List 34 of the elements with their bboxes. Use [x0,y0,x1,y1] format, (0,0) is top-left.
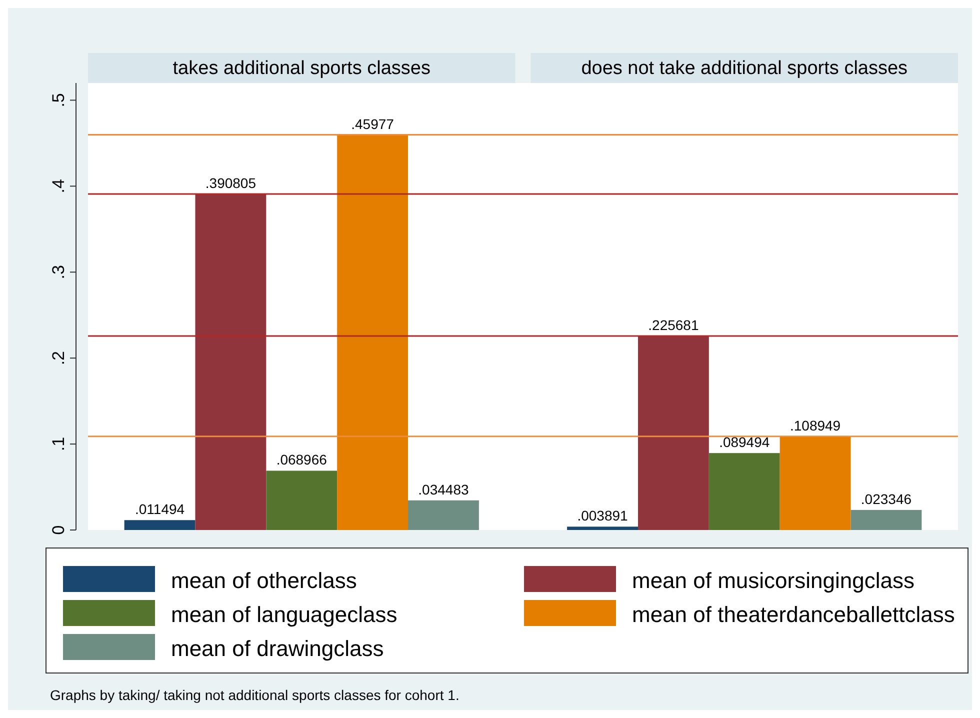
legend-label: mean of drawingclass [171,636,384,661]
legend-label: mean of theaterdanceballettclass [632,602,955,627]
data-label: .390805 [205,175,256,192]
legend-label: mean of musicorsingingclass [632,568,914,593]
data-label: .225681 [648,317,699,333]
data-label: .011494 [134,501,185,518]
bar [850,510,922,530]
bar [638,336,709,530]
data-label: .108949 [790,417,841,434]
x-tick-label: does not take additional sports classes [581,58,908,79]
data-label: .45977 [351,116,394,132]
bar [195,194,266,530]
bar [780,436,851,530]
data-label: .034483 [418,481,469,498]
y-tick-label: .2 [49,350,68,366]
text: Graphs by taking/ taking not additional sports classes for cohort 1. [50,687,460,703]
y-tick-label: 0 [49,525,68,535]
legend-label: mean of languageclass [171,602,398,627]
y-tick-label: .1 [49,436,68,452]
bar [266,470,338,530]
y-tick-label: .5 [49,93,68,108]
bar [124,520,196,530]
y-tick-label: .3 [49,265,68,280]
bar [708,453,780,530]
data-label: .003891 [577,508,628,524]
y-tick-label: .4 [49,179,68,194]
x-tick-label: takes additional sports classes [172,58,430,79]
legend-label: mean of otherclass [171,568,357,593]
data-label: .023346 [860,490,912,507]
data-label: .068966 [276,452,328,468]
bar [408,500,479,530]
data-label: .089494 [719,434,770,450]
bar [567,526,638,530]
bar [337,134,408,530]
